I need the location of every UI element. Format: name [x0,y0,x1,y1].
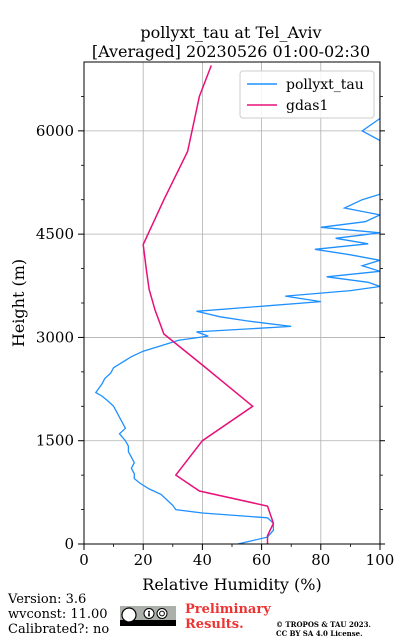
cc-by-sa-logo [120,606,176,626]
preliminary-line1: Preliminary [185,602,271,617]
calibrated-text: Calibrated?: no [8,622,110,637]
copyright-notice: © TROPOS & TAU 2023. CC BY SA 4.0 Licens… [276,620,371,638]
version-text: Version: 3.6 [8,592,87,607]
x-tick-label-3: 60 [252,551,271,569]
preliminary-notice: Preliminary Results. [185,602,271,632]
y-tick-label-3: 4500 [36,225,74,243]
y-axis-label: Height (m) [9,259,28,347]
x-axis-label: Relative Humidity (%) [142,575,321,594]
copyright-line1: © TROPOS & TAU 2023. [276,620,371,629]
preliminary-line2: Results. [185,617,244,632]
x-tick-label-4: 80 [311,551,330,569]
rh-profile-chart: pollyxt_tau at Tel_Aviv [Averaged] 20230… [9,23,395,594]
series-layer [94,64,380,544]
chart-subtitle: [Averaged] 20230526 01:00-02:30 [92,42,370,61]
axis-ticks: 0 20 40 60 80 100 0 1500 3000 4500 6000 [36,96,395,569]
x-tick-label-1: 20 [134,551,153,569]
series-line-gdas1 [142,65,275,544]
y-tick-label-0: 0 [64,535,74,553]
x-tick-label-5: 100 [366,551,395,569]
wvconst-text: wvconst: 11.00 [8,607,108,622]
copyright-line2: CC BY SA 4.0 License. [276,629,363,638]
x-tick-label-2: 40 [193,551,212,569]
y-tick-label-1: 1500 [36,432,74,450]
legend-label-pollyxt: pollyxt_tau [286,77,364,93]
legend-label-gdas1: gdas1 [286,98,328,114]
plot-frame [83,61,381,545]
y-tick-label-2: 3000 [36,328,74,346]
legend: pollyxt_tau gdas1 [239,70,375,119]
y-tick-label-4: 6000 [36,122,74,140]
series-line-pollyxt_tau [94,64,380,544]
x-tick-label-0: 0 [79,551,89,569]
grid-lines [83,62,381,545]
legend-box [239,70,375,119]
chart-title: pollyxt_tau at Tel_Aviv [140,23,321,42]
